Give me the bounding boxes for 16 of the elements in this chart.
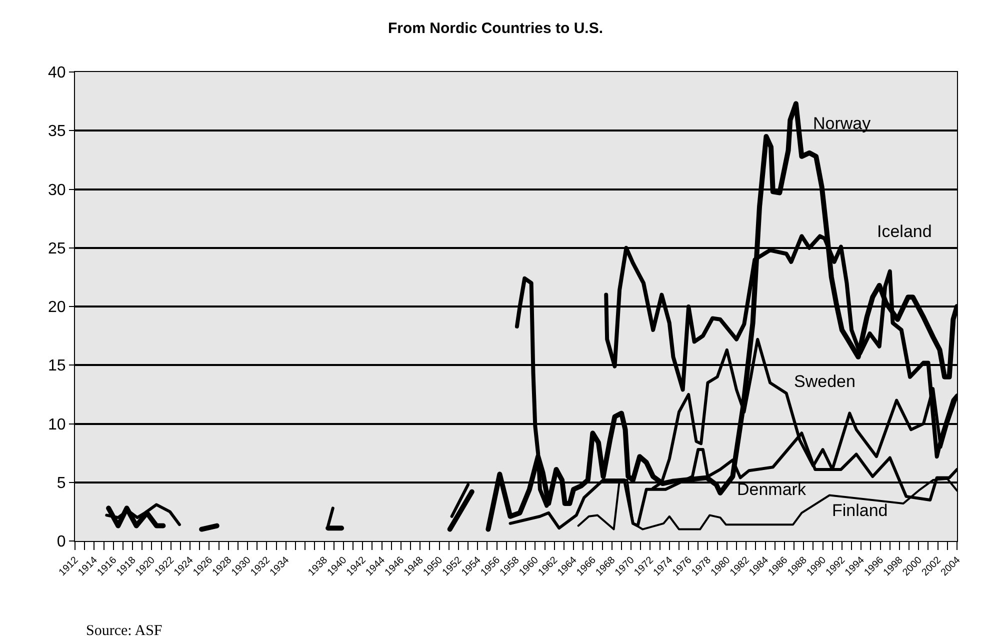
chart-title: From Nordic Countries to U.S.	[388, 20, 604, 37]
y-tick-label: 40	[48, 64, 66, 82]
y-tick-label: 20	[48, 299, 66, 316]
y-tick-label: 25	[48, 240, 66, 258]
series-label: Norway	[813, 114, 872, 133]
y-tick-label: 15	[48, 358, 66, 375]
y-tick-label: 30	[48, 182, 66, 199]
series-label: Denmark	[737, 480, 806, 499]
y-tick-label: 5	[56, 474, 66, 492]
series-label: Iceland	[877, 222, 932, 241]
y-tick-label: 35	[48, 123, 66, 140]
series-label: Finland	[832, 501, 888, 520]
y-tick-label: 0	[56, 534, 66, 551]
source-note: Source: ASF	[86, 623, 162, 639]
y-tick-label: 10	[48, 416, 66, 434]
series-label: Sweden	[794, 372, 856, 391]
